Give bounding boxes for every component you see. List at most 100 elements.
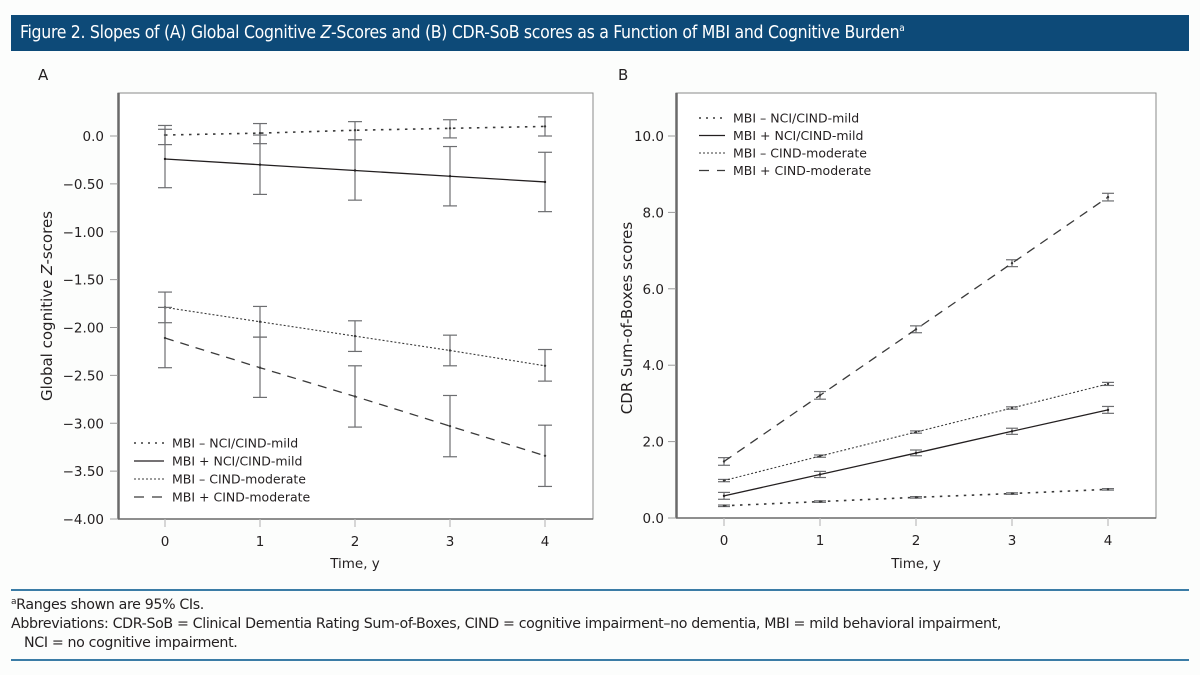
data-point bbox=[353, 395, 357, 398]
footnote-ci-text: Ranges shown are 95% CIs. bbox=[16, 597, 204, 613]
figure-panels: A 0.0 −0.50 −1.00 −1.50 −2.00 −2.50 −3.00 −3.50… bbox=[38, 66, 1157, 572]
panel-b-y-tick-label: 6.0 bbox=[643, 282, 664, 298]
panel-a-label: A bbox=[38, 66, 49, 84]
data-point bbox=[818, 454, 822, 458]
data-point bbox=[163, 336, 167, 340]
legend-label: MBI + NCI/CIND-mild bbox=[172, 454, 302, 469]
panel-b-y-tick-label: 4.0 bbox=[643, 358, 664, 374]
data-point bbox=[722, 479, 726, 482]
panel-a-y-axis-label-suffix: -scores bbox=[38, 211, 56, 265]
data-point bbox=[448, 175, 452, 178]
panel-a-y-axis-label-italic: Z bbox=[38, 264, 56, 276]
data-point bbox=[722, 504, 726, 507]
panel-a-legend: MBI – NCI/CIND-mild MBI + NCI/CIND-mild MB… bbox=[134, 436, 311, 505]
data-point bbox=[914, 328, 918, 331]
panel-b-x-tick-label: 4 bbox=[1104, 533, 1113, 549]
data-point bbox=[258, 320, 262, 323]
panel-a-y-tick-label: −1.50 bbox=[63, 273, 104, 289]
panel-a-x-tick-label: 4 bbox=[541, 534, 550, 550]
data-point bbox=[543, 180, 547, 184]
footnote-ci: aRanges shown are 95% CIs. bbox=[11, 596, 1189, 615]
data-point bbox=[448, 127, 452, 130]
panel-a-y-tick-label: −3.50 bbox=[63, 464, 104, 480]
data-point bbox=[1010, 406, 1014, 410]
data-point bbox=[258, 163, 262, 166]
data-point bbox=[1106, 488, 1110, 491]
panel-b-y-tick-label: 2.0 bbox=[643, 435, 664, 451]
panel-a-x-tick-label: 0 bbox=[161, 534, 170, 550]
panel-b-x-tick-label: 1 bbox=[816, 533, 825, 549]
figure-title-suffix: -Scores and (B) CDR-SoB scores as a Func… bbox=[330, 23, 900, 43]
data-point bbox=[818, 394, 822, 397]
legend-label: MBI – CIND-moderate bbox=[172, 472, 306, 487]
panel-a-y-tick-label: 0.0 bbox=[83, 129, 104, 145]
panel-b-plot-area bbox=[675, 92, 1157, 519]
data-point bbox=[1106, 382, 1110, 386]
figure-title: Figure 2. Slopes of (A) Global Cognitive… bbox=[11, 15, 1189, 51]
legend-label: MBI + CIND-moderate bbox=[172, 490, 311, 505]
data-point bbox=[1106, 408, 1110, 412]
figure-title-prefix: Figure 2. Slopes of (A) Global Cognitive bbox=[20, 23, 321, 43]
data-point bbox=[543, 364, 547, 367]
data-point bbox=[543, 454, 547, 458]
panel-a-series-2 bbox=[158, 128, 552, 213]
data-point bbox=[818, 500, 822, 503]
data-point bbox=[914, 430, 918, 434]
data-point bbox=[258, 366, 262, 369]
panel-b-series-2 bbox=[718, 405, 1114, 500]
data-point bbox=[1010, 430, 1014, 433]
panel-a-y-axis-label: Global cognitive Z-scores bbox=[38, 211, 56, 401]
data-point bbox=[258, 131, 262, 135]
panel-a-y-tick-label: −2.00 bbox=[63, 321, 104, 337]
data-point bbox=[353, 334, 357, 338]
data-point bbox=[543, 125, 547, 128]
panel-b-x-tick-label: 2 bbox=[912, 533, 921, 549]
panel-a-y-tick-label: −0.50 bbox=[63, 177, 104, 193]
data-point bbox=[1010, 262, 1014, 265]
panel-a-x-axis-label: Time, y bbox=[329, 556, 380, 572]
data-point bbox=[722, 460, 726, 463]
data-point bbox=[353, 169, 357, 172]
figure-title-italic: Z bbox=[320, 23, 332, 43]
panel-a-series-4 bbox=[158, 306, 552, 488]
panel-a-x-tick-label: 2 bbox=[351, 534, 360, 550]
panel-a-y-tick-label: −2.50 bbox=[63, 368, 104, 384]
data-point bbox=[353, 129, 357, 132]
legend-label: MBI + CIND-moderate bbox=[733, 163, 872, 178]
panel-b-series-3 bbox=[718, 381, 1114, 483]
panel-b-x-tick-label: 3 bbox=[1008, 533, 1017, 549]
data-point bbox=[163, 157, 167, 161]
panel-a-x-tick-label: 3 bbox=[446, 534, 455, 550]
data-point bbox=[1106, 195, 1110, 199]
data-point bbox=[818, 473, 822, 476]
figure-title-footnote-marker: a bbox=[899, 23, 905, 34]
data-point bbox=[448, 349, 452, 352]
panel-b-y-tick-label: 0.0 bbox=[643, 511, 664, 527]
series-line bbox=[723, 196, 1109, 462]
footnote-abbreviations-continued: NCI = no cognitive impairment. bbox=[24, 635, 238, 651]
data-point bbox=[914, 451, 918, 455]
legend-label: MBI – CIND-moderate bbox=[733, 146, 867, 161]
panel-a-x-tick-label: 1 bbox=[256, 534, 265, 550]
panel-a-y-tick-label: −1.00 bbox=[63, 225, 104, 241]
panel-b-series-1 bbox=[718, 487, 1114, 508]
legend-label: MBI + NCI/CIND-mild bbox=[733, 128, 863, 143]
panel-b-y-tick-label: 10.0 bbox=[634, 129, 664, 145]
panel-b-y-axis-label: CDR Sum-of-Boxes scores bbox=[618, 222, 636, 415]
panel-b-series-4 bbox=[718, 192, 1114, 466]
panel-a-y-axis-label-prefix: Global cognitive bbox=[38, 275, 56, 401]
panel-b-x-tick-label: 0 bbox=[720, 533, 729, 549]
series-line bbox=[723, 383, 1109, 482]
panel-b-legend: MBI – NCI/CIND-mild MBI + NCI/CIND-mild MB… bbox=[699, 111, 872, 178]
footnote-abbreviations: Abbreviations: CDR-SoB = Clinical Dement… bbox=[11, 616, 1001, 632]
panel-a-y-tick-label: −3.00 bbox=[63, 416, 104, 432]
legend-label: MBI – NCI/CIND-mild bbox=[172, 436, 298, 451]
data-point bbox=[448, 424, 452, 428]
panel-b-y-tick-label: 8.0 bbox=[643, 205, 664, 221]
data-point bbox=[1010, 492, 1014, 495]
panel-a-y-tick-label: −4.00 bbox=[63, 512, 104, 528]
footnote-marker: a bbox=[11, 597, 17, 607]
footnotes: aRanges shown are 95% CIs. Abbreviations… bbox=[11, 589, 1189, 661]
data-point bbox=[914, 496, 918, 499]
panel-a: A 0.0 −0.50 −1.00 −1.50 −2.00 −2.50 −3.00 −3.50… bbox=[38, 66, 594, 572]
